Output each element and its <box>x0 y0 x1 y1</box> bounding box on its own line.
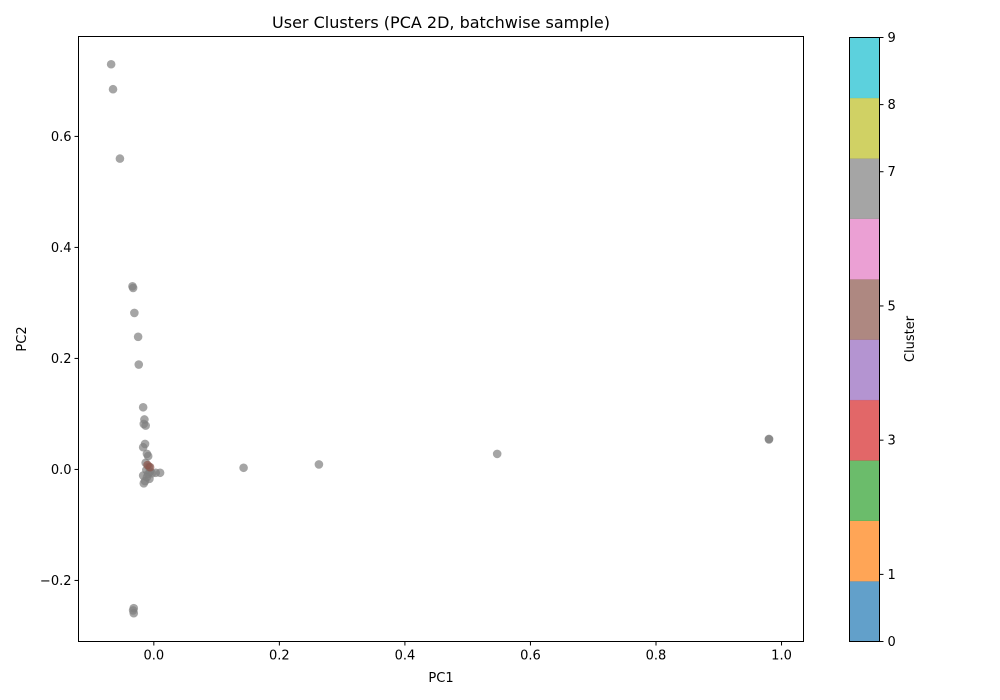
data-point <box>492 449 502 459</box>
x-tick-label: 0.2 <box>269 649 290 664</box>
colorbar-tick-label: 5 <box>888 299 896 314</box>
colorbar-segment <box>849 218 880 280</box>
data-point <box>145 462 155 472</box>
colorbar-tick-label: 8 <box>888 98 896 113</box>
data-point <box>141 421 150 430</box>
data-point <box>108 84 118 94</box>
colorbar-segment <box>849 581 880 642</box>
data-point <box>764 435 774 444</box>
colorbar-tick-label: 3 <box>888 434 896 449</box>
data-point <box>130 308 139 318</box>
x-tick-label: 1.0 <box>771 649 792 664</box>
x-tick-label: 0.0 <box>143 649 164 664</box>
y-axis-title: PC2 <box>15 326 30 351</box>
colorbar-tick-label: 7 <box>888 165 896 180</box>
colorbar-segment <box>849 158 880 219</box>
data-point <box>115 154 125 163</box>
colorbar: 0 1 3 5 7 8 9 <box>849 31 896 650</box>
y-tick-label: −0.2 <box>40 574 72 589</box>
x-tick-label: 0.8 <box>646 649 667 664</box>
data-point <box>106 59 116 69</box>
y-tick-label: 0.4 <box>51 241 72 256</box>
colorbar-segment <box>849 339 880 401</box>
colorbar-tick-label: 0 <box>888 635 896 650</box>
data-point <box>138 402 148 412</box>
data-point <box>129 608 139 618</box>
colorbar-tick-label: 1 <box>888 568 896 583</box>
colorbar-segment <box>849 520 880 582</box>
colorbar-segment <box>849 399 880 461</box>
data-point <box>139 479 149 488</box>
colorbar-segment <box>849 37 880 99</box>
data-point <box>155 468 165 478</box>
data-point <box>134 360 144 369</box>
colorbar-segment <box>849 97 880 159</box>
x-axis-title: PC1 <box>428 671 453 686</box>
data-point <box>128 283 138 293</box>
y-tick-label: 0.6 <box>51 130 72 145</box>
y-tick-label: 0.0 <box>51 463 72 478</box>
data-point <box>143 451 153 461</box>
x-tick-label: 0.4 <box>395 649 416 664</box>
y-tick-label: 0.2 <box>51 352 72 367</box>
data-point <box>138 442 148 452</box>
x-tick-label: 0.6 <box>520 649 541 664</box>
colorbar-segment <box>849 279 880 340</box>
plot-frame <box>78 36 804 642</box>
colorbar-tick-label: 9 <box>888 31 896 46</box>
y-axis: −0.2 0.0 0.2 0.4 0.6 <box>40 130 79 589</box>
data-point <box>133 332 143 342</box>
colorbar-title: Cluster <box>903 315 918 362</box>
x-axis: 0.0 0.2 0.4 0.6 0.8 1.0 <box>143 641 792 664</box>
colorbar-segment <box>849 460 880 521</box>
data-point <box>314 460 324 469</box>
chart-title: User Clusters (PCA 2D, batchwise sample) <box>272 13 610 32</box>
data-point <box>239 463 248 473</box>
plot-points <box>106 59 774 618</box>
colorbar-frame <box>849 37 880 642</box>
